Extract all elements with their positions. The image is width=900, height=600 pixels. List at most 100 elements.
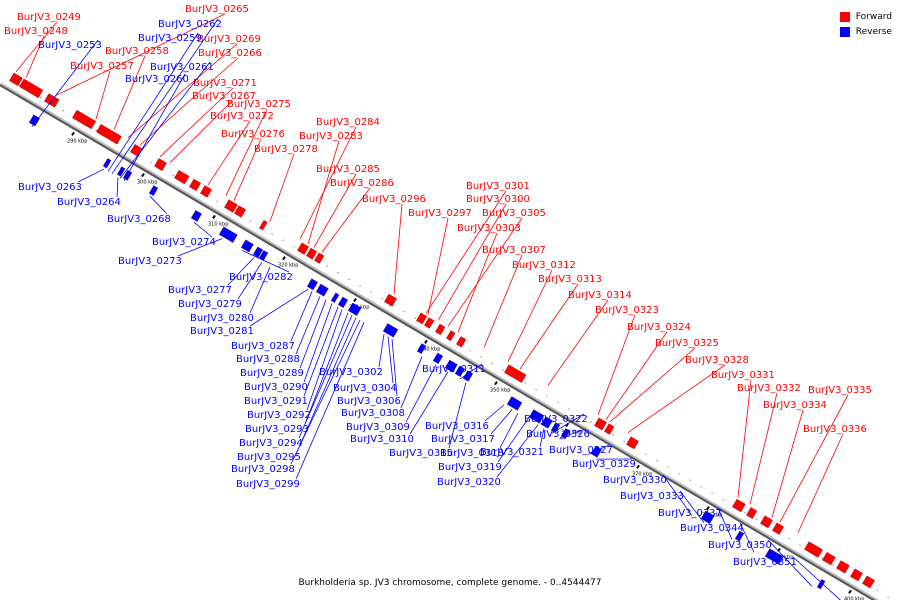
gene-label: BurJV3_0280 bbox=[190, 313, 254, 324]
forward-gene bbox=[732, 498, 746, 513]
reverse-gene bbox=[734, 530, 745, 542]
leader-line bbox=[497, 418, 529, 463]
leader-line bbox=[159, 87, 234, 157]
reverse-gene bbox=[506, 396, 523, 411]
gene-label: BurJV3_0316 bbox=[425, 421, 489, 432]
track-dot bbox=[755, 518, 757, 520]
gene-label: BurJV3_0271 bbox=[193, 78, 257, 89]
gene-label: BurJV3_0295 bbox=[237, 452, 301, 463]
reverse-gene bbox=[462, 370, 474, 382]
reverse-swatch bbox=[839, 26, 850, 37]
track-dot bbox=[480, 356, 482, 358]
track-dot bbox=[293, 246, 295, 248]
forward-gene bbox=[174, 169, 190, 185]
forward-gene bbox=[96, 124, 122, 145]
track-dot bbox=[282, 239, 284, 242]
gene-label: BurJV3_0332 bbox=[737, 383, 801, 394]
leader-line bbox=[116, 177, 119, 198]
gene-label: BurJV3_0304 bbox=[333, 383, 397, 394]
tick-label: 300 kbp bbox=[137, 180, 157, 186]
genome-axis bbox=[0, 84, 876, 600]
leader-line bbox=[227, 257, 255, 286]
gene-label: BurJV3_0303 bbox=[457, 223, 521, 234]
gene-label: BurJV3_0275 bbox=[227, 99, 291, 110]
gene-label: BurJV3_0291 bbox=[244, 396, 308, 407]
reverse-gene bbox=[454, 365, 466, 377]
track-dot bbox=[150, 161, 152, 164]
gene-label: BurJV3_0330 bbox=[603, 475, 667, 486]
track-dot bbox=[524, 382, 526, 384]
reverse-gene bbox=[148, 185, 159, 197]
forward-gene bbox=[504, 364, 527, 383]
gene-label: BurJV3_0351 bbox=[733, 557, 797, 568]
reverse-gene bbox=[590, 445, 602, 458]
forward-gene bbox=[435, 323, 446, 336]
tick-mark bbox=[71, 131, 75, 136]
gene-label: BurJV3_0329 bbox=[572, 459, 636, 470]
leader-line bbox=[609, 347, 696, 423]
forward-gene bbox=[862, 575, 875, 589]
leader-line bbox=[448, 382, 467, 449]
reverse-gene bbox=[540, 416, 553, 429]
gene-label: BurJV3_0310 bbox=[350, 434, 414, 445]
legend: Forward Reverse bbox=[839, 9, 892, 39]
track-dot bbox=[678, 473, 680, 475]
track-dot bbox=[139, 155, 141, 157]
tick-label: 320 kbp bbox=[278, 263, 298, 269]
reverse-gene bbox=[315, 283, 329, 297]
forward-gene bbox=[9, 72, 23, 86]
track-dot bbox=[821, 557, 823, 559]
tick-mark bbox=[282, 256, 286, 261]
leader-line bbox=[551, 413, 585, 434]
leader-line bbox=[797, 433, 844, 533]
track-dot bbox=[876, 589, 878, 592]
tick-mark bbox=[212, 214, 216, 219]
forward-gene bbox=[72, 109, 97, 130]
leader-line bbox=[496, 424, 539, 478]
leader-line bbox=[771, 409, 804, 518]
tick-label: 360 kbp bbox=[561, 429, 581, 435]
gene-label: BurJV3_0278 bbox=[254, 144, 318, 155]
leader-line bbox=[237, 261, 263, 300]
reverse-gene bbox=[190, 210, 202, 222]
track-dot bbox=[722, 499, 724, 501]
leader-line bbox=[483, 254, 523, 348]
forward-gene bbox=[416, 312, 428, 325]
reverse-gene bbox=[560, 428, 571, 439]
track-dot bbox=[40, 96, 42, 99]
leader-line bbox=[123, 73, 186, 182]
leader-line bbox=[307, 140, 340, 245]
track-dot bbox=[623, 440, 625, 443]
tick-label: 310 kbp bbox=[208, 221, 228, 227]
leader-line bbox=[225, 108, 268, 196]
leader-line bbox=[391, 338, 398, 397]
gene-label: BurJV3_0262 bbox=[158, 19, 222, 30]
reverse-gene bbox=[330, 292, 340, 303]
leader-line bbox=[393, 203, 403, 295]
gene-label: BurJV3_0249 bbox=[17, 12, 81, 23]
leader-line bbox=[303, 306, 339, 397]
reverse-gene bbox=[700, 510, 715, 524]
figure-caption: Burkholderia sp. JV3 chromosome, complet… bbox=[298, 578, 602, 588]
leader-line bbox=[405, 364, 437, 423]
gene-label: BurJV3_0292 bbox=[247, 410, 311, 421]
forward-gene bbox=[822, 551, 836, 566]
forward-gene bbox=[26, 82, 44, 99]
leader-line bbox=[290, 291, 313, 342]
track-dot bbox=[326, 265, 328, 267]
track-dot bbox=[359, 285, 361, 287]
gene-label: BurJV3_0315 bbox=[389, 448, 453, 459]
leader-line bbox=[249, 288, 309, 327]
track-dot bbox=[612, 434, 614, 436]
gene-label: BurJV3_0248 bbox=[4, 26, 68, 37]
reverse-gene bbox=[218, 226, 238, 243]
leader-line bbox=[427, 217, 449, 315]
track-dot bbox=[667, 466, 669, 468]
leader-line bbox=[425, 190, 507, 314]
leader-line bbox=[457, 232, 498, 333]
gene-label: BurJV3_0293 bbox=[245, 424, 309, 435]
leader-line bbox=[113, 55, 146, 130]
forward-gene bbox=[200, 185, 212, 198]
tick-label: 350 kbp bbox=[490, 388, 510, 394]
